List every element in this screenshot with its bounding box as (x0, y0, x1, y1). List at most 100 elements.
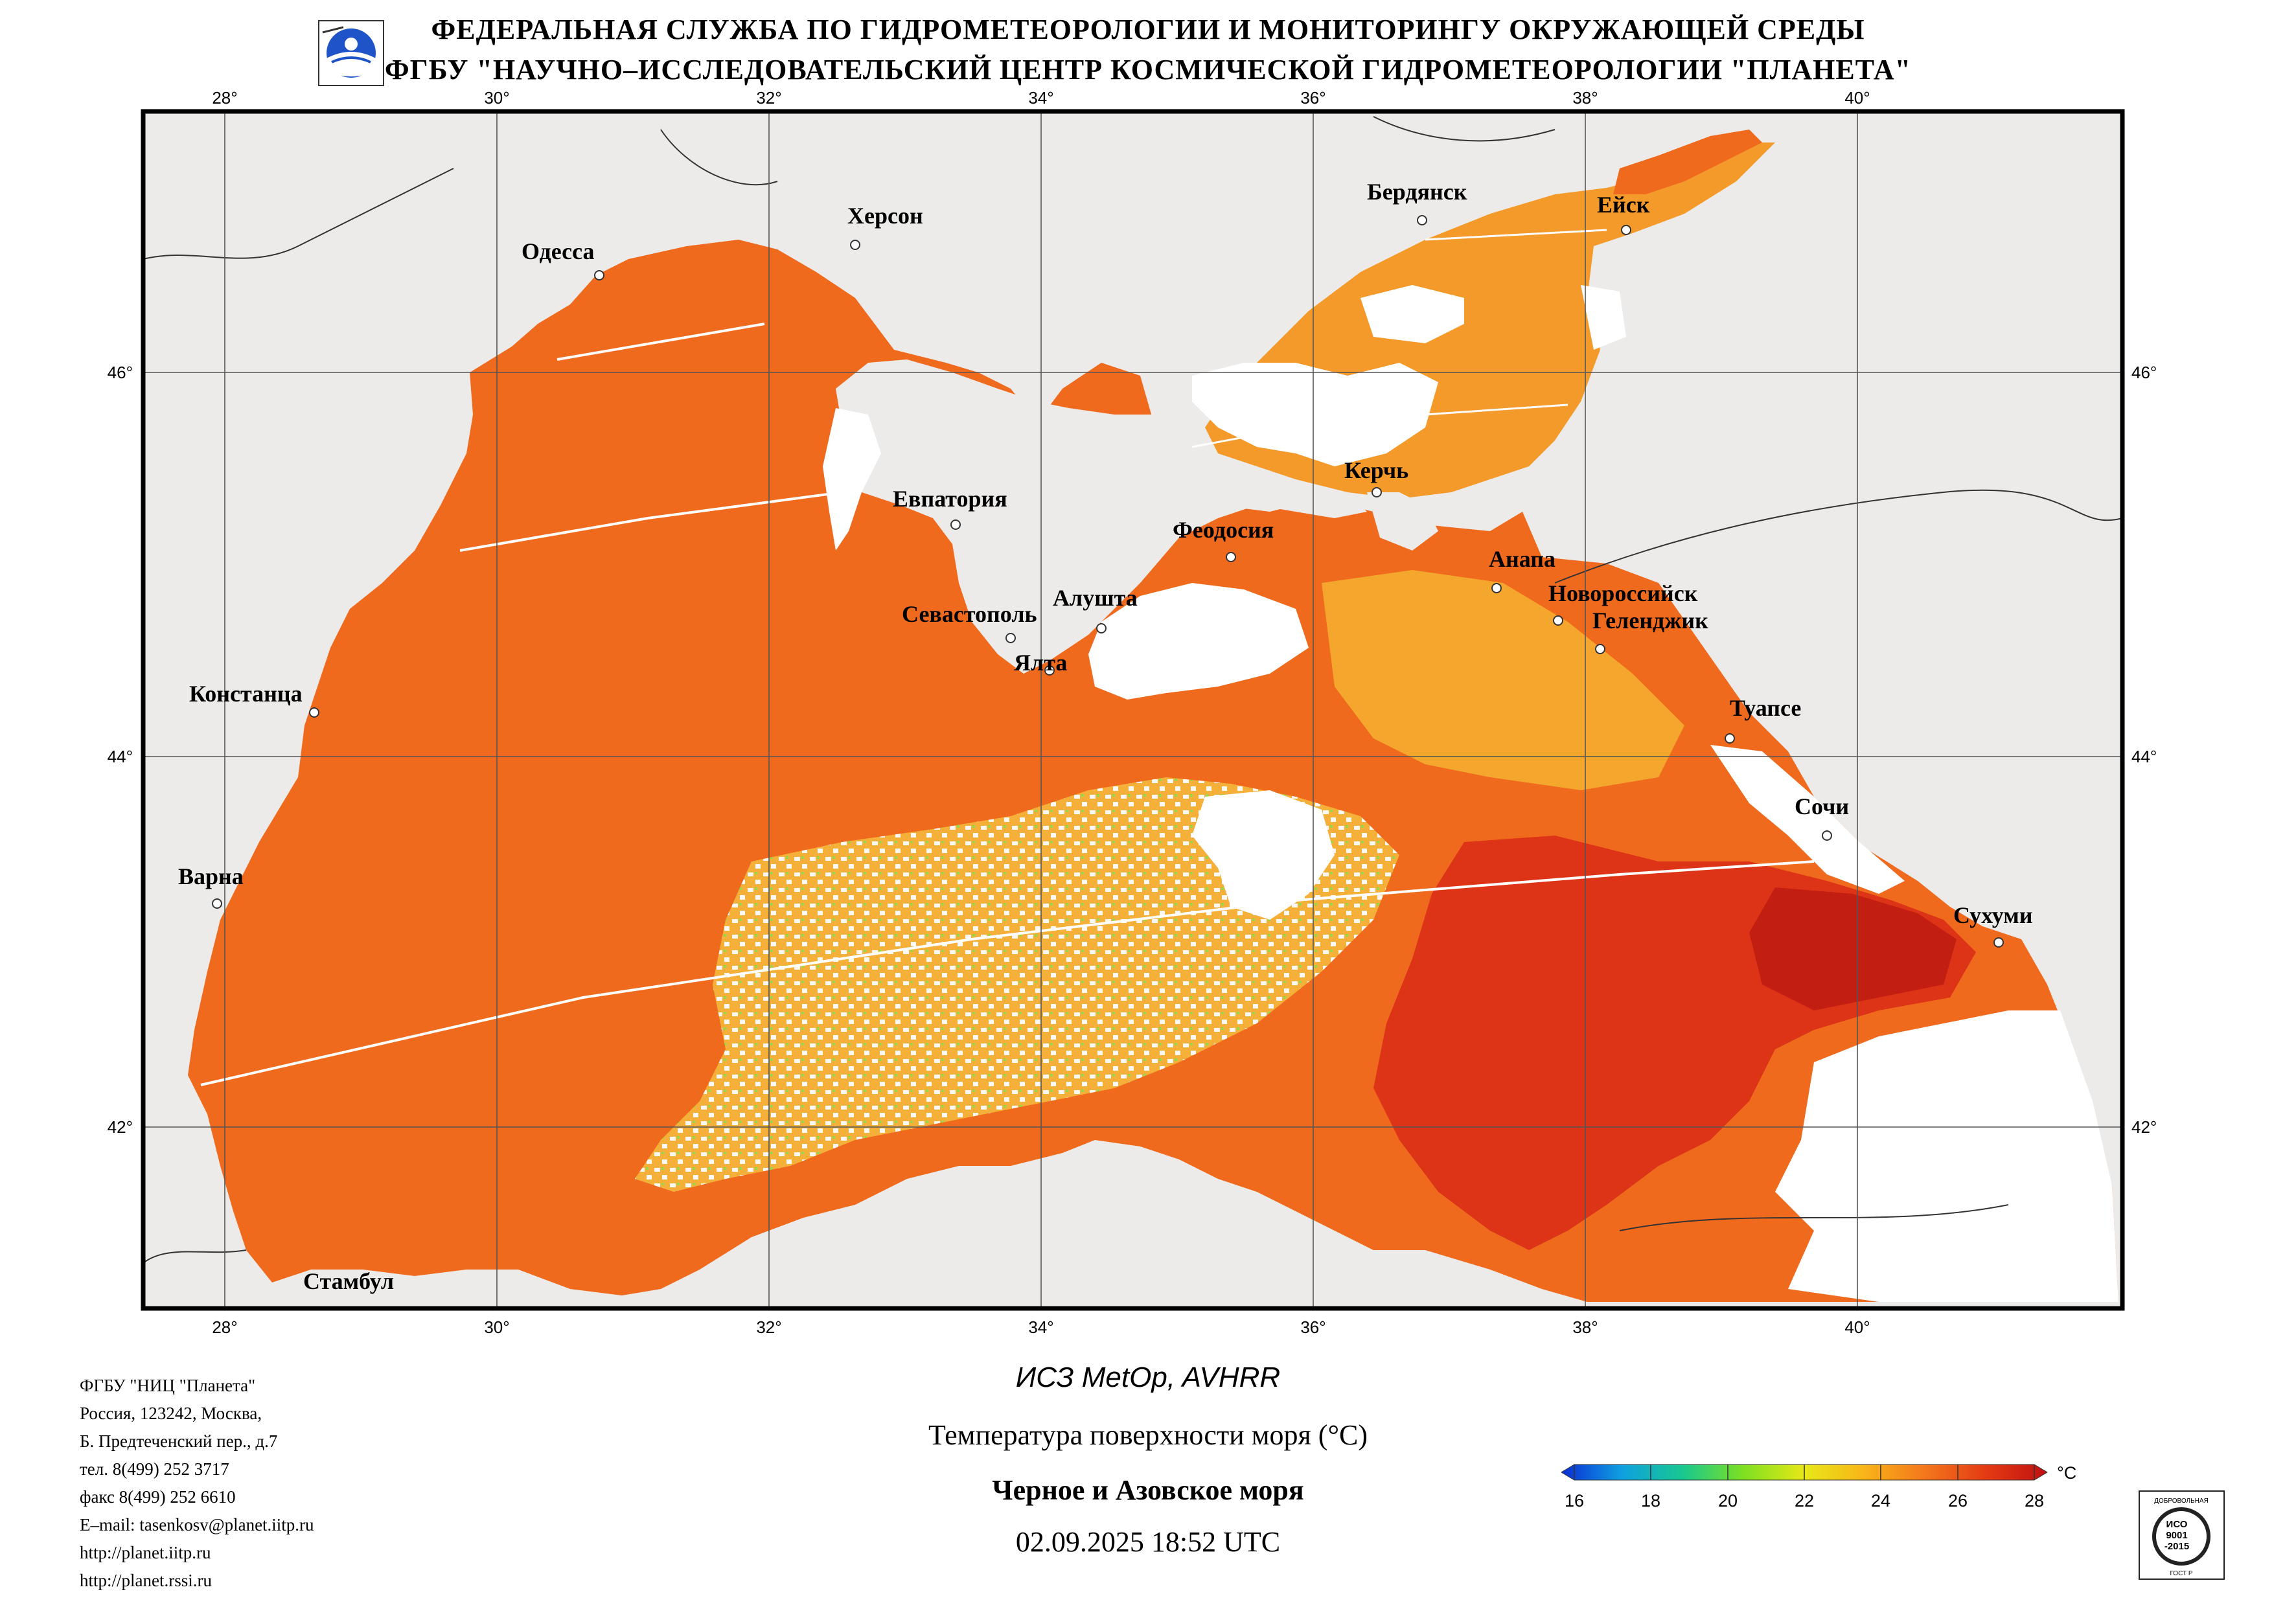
parameter-label: Температура поверхности моря (°C) (928, 1419, 1368, 1451)
swath-line-north (459, 491, 843, 552)
colorbar-tick-label: 26 (1948, 1491, 1968, 1510)
cloud-east-coast (1710, 745, 1905, 894)
lon-labels-bottom: 28° 30° 32° 34° 36° 38° 40° (212, 1317, 1870, 1337)
colorbar-labels: 16 18 20 22 24 26 28 (1565, 1491, 2044, 1510)
colorbar-unit: °C (2057, 1463, 2076, 1483)
header-line-2: ФГБУ "НАУЧНО–ИССЛЕДОВАТЕЛЬСКИЙ ЦЕНТР КОС… (384, 54, 1912, 85)
city-marker (212, 898, 222, 909)
lat-label: 42° (108, 1117, 133, 1137)
lat-label: 42° (2131, 1117, 2157, 1137)
swath-line-south (200, 860, 1815, 1086)
lon-label: 36° (1300, 88, 1326, 108)
border-lines (143, 116, 2122, 1264)
iso-certification-icon: ДОБРОВОЛЬНАЯ ИСО 9001 -2015 ГОСТ Р (2139, 1490, 2225, 1580)
colorbar-ticks (1574, 1465, 2035, 1480)
iso-line-3: -2015 (2164, 1541, 2189, 1552)
lon-label: 40° (1844, 88, 1870, 108)
lat-labels-right: 46° 44° 42° (2131, 363, 2157, 1137)
city-label: Сочи (1795, 793, 1849, 819)
org-line: Б. Предтеченский пер., д.7 (80, 1431, 278, 1451)
lat-label: 46° (108, 363, 133, 382)
city-label: Одесса (522, 238, 595, 264)
iso-line-2: 9001 (2166, 1530, 2187, 1541)
graticule (143, 111, 2122, 1308)
crimea-land (836, 359, 1367, 674)
colorbar-tick-label: 20 (1718, 1491, 1738, 1510)
lon-label: 30° (484, 88, 509, 108)
city-marker (1993, 937, 2004, 948)
city-marker (1226, 552, 1236, 562)
colorbar-tick-label: 18 (1641, 1491, 1660, 1510)
mixed-zone-east (1322, 570, 1684, 790)
iso-bottom-text: ГОСТ Р (2170, 1570, 2192, 1577)
city-marker (1491, 583, 1502, 593)
city-label: Сухуми (1953, 902, 2033, 928)
colorbar-tick-label: 24 (1871, 1491, 1890, 1510)
city-marker (1417, 215, 1427, 225)
lon-label: 40° (1844, 1317, 1870, 1337)
lon-label: 34° (1028, 1317, 1053, 1337)
map-frame (141, 109, 2125, 1311)
lon-label: 32° (756, 1317, 781, 1337)
lon-label: 36° (1300, 1317, 1326, 1337)
org-line: ФГБУ "НИЦ "Планета" (80, 1376, 256, 1395)
city-label: Керчь (1344, 457, 1408, 483)
iso-top-text: ДОБРОВОЛЬНАЯ (2154, 1498, 2209, 1505)
lon-label: 28° (212, 88, 237, 108)
city-label: Анапа (1489, 546, 1556, 572)
org-line: http://planet.rssi.ru (80, 1571, 212, 1590)
org-line: факс 8(499) 252 6610 (80, 1487, 236, 1507)
city-label: Геленджик (1592, 608, 1708, 633)
cloud-feodosia (1088, 583, 1309, 700)
colorbar-tick-label: 16 (1565, 1491, 1584, 1510)
cloud-band-central (635, 777, 1399, 1192)
lon-label: 32° (756, 88, 781, 108)
city-marker (1044, 665, 1055, 676)
swath-line-azov (1425, 229, 1607, 241)
lat-labels-left: 46° 44° 42° (108, 363, 133, 1137)
city-label: Севастополь (902, 601, 1037, 627)
city-marker (1595, 644, 1605, 654)
azov-cloud-2 (1360, 285, 1464, 343)
colorbar-tick-label: 28 (2025, 1491, 2044, 1510)
city-marker (1822, 830, 1832, 841)
region-label: Черное и Азовское моря (992, 1474, 1304, 1506)
swath-line-odessa (557, 323, 765, 361)
org-line: тел. 8(499) 252 3717 (80, 1459, 229, 1479)
taman-land (1367, 492, 1438, 551)
city-label: Алушта (1053, 585, 1138, 611)
satellite-label: ИСЗ MetOp, AVHRR (1015, 1362, 1281, 1393)
lon-labels-top: 28° 30° 32° 34° 36° 38° 40° (212, 88, 1870, 108)
planeta-logo-icon (318, 20, 384, 86)
azov-cloud-1 (1192, 363, 1438, 466)
taganrog-bay (1613, 130, 1762, 194)
city-marker (1096, 623, 1107, 633)
city-label: Туапсе (1730, 695, 1801, 721)
lon-label: 38° (1572, 88, 1598, 108)
lon-label: 30° (484, 1317, 509, 1337)
lon-label: 38° (1572, 1317, 1598, 1337)
city-marker (1725, 733, 1735, 744)
city-marker (1372, 487, 1382, 497)
city-marker (950, 519, 961, 530)
lat-label: 44° (108, 747, 133, 766)
lon-label: 34° (1028, 88, 1053, 108)
city-label: Ялта (1014, 650, 1067, 676)
city-label: Бердянск (1367, 179, 1467, 205)
header-line-1: ФЕДЕРАЛЬНАЯ СЛУЖБА ПО ГИДРОМЕТЕОРОЛОГИИ … (431, 14, 1865, 45)
city-label: Стамбул (303, 1268, 394, 1294)
org-contact-block: ФГБУ "НИЦ "Планета" Россия, 123242, Моск… (80, 1372, 314, 1595)
org-line: http://planet.iitp.ru (80, 1543, 211, 1562)
temperature-colorbar: 16 18 20 22 24 26 28 °C (1561, 1463, 2076, 1510)
cloud-blob-central (1192, 790, 1335, 920)
org-line: E–mail: tasenkosv@planet.iitp.ru (80, 1515, 314, 1534)
cloud-northwest-crimea (823, 408, 881, 551)
datetime-label: 02.09.2025 18:52 UTC (1015, 1526, 1281, 1558)
azov-cloud-3 (1581, 285, 1626, 350)
city-marker (594, 270, 604, 280)
city-label: Евпатория (893, 486, 1007, 512)
hot-spot-sukhumi (1749, 887, 1957, 1010)
cloud-southeast (1775, 1010, 2118, 1302)
city-marker (309, 707, 319, 718)
city-marker (1553, 615, 1563, 626)
